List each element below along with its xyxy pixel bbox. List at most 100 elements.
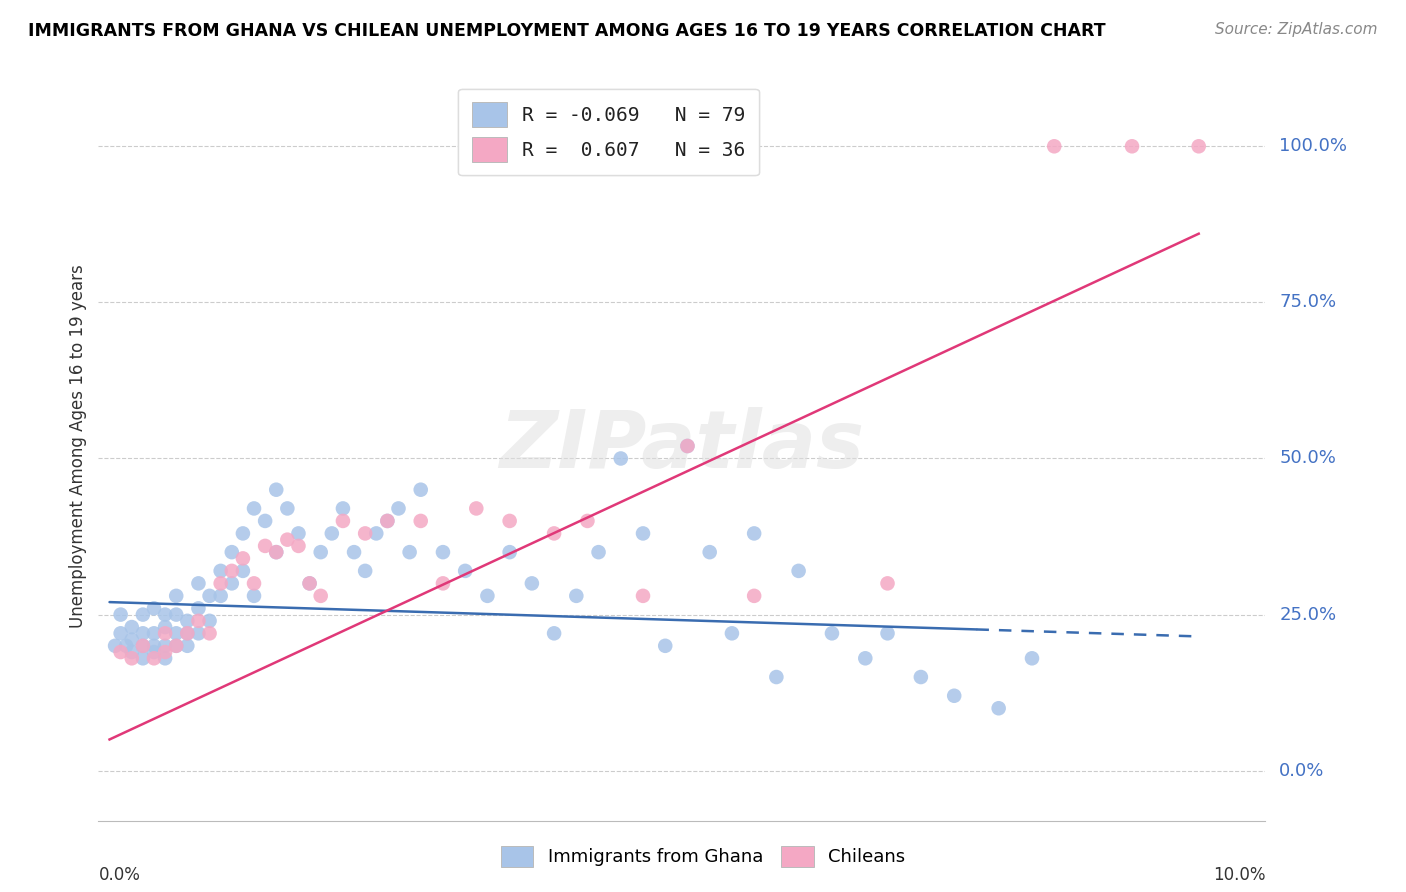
Point: [432, 576, 454, 591]
Point: [432, 545, 454, 559]
Text: IMMIGRANTS FROM GHANA VS CHILEAN UNEMPLOYMENT AMONG AGES 16 TO 19 YEARS CORRELAT: IMMIGRANTS FROM GHANA VS CHILEAN UNEMPLO…: [28, 22, 1105, 40]
Point: [787, 564, 810, 578]
Point: [176, 626, 198, 640]
Point: [654, 639, 676, 653]
Text: ZIPatlas: ZIPatlas: [499, 407, 865, 485]
Legend: R = -0.069   N = 79, R =  0.607   N = 36: R = -0.069 N = 79, R = 0.607 N = 36: [458, 88, 759, 176]
Legend: Immigrants from Ghana, Chileans: Immigrants from Ghana, Chileans: [494, 838, 912, 874]
Point: [104, 639, 127, 653]
Point: [165, 589, 187, 603]
Point: [143, 626, 166, 640]
Point: [176, 626, 198, 640]
Point: [498, 514, 520, 528]
Point: [198, 626, 221, 640]
Point: [115, 639, 138, 653]
Point: [321, 526, 343, 541]
Point: [742, 589, 765, 603]
Point: [143, 601, 166, 615]
Point: [198, 614, 221, 628]
Point: [332, 501, 354, 516]
Point: [498, 545, 520, 559]
Point: [332, 514, 354, 528]
Point: [165, 639, 187, 653]
Point: [187, 576, 209, 591]
Point: [465, 501, 488, 516]
Point: [143, 651, 166, 665]
Text: Source: ZipAtlas.com: Source: ZipAtlas.com: [1215, 22, 1378, 37]
Point: [588, 545, 610, 559]
Point: [132, 639, 155, 653]
Point: [1188, 139, 1211, 153]
Point: [377, 514, 399, 528]
Point: [153, 607, 176, 622]
Point: [132, 626, 155, 640]
Point: [254, 539, 277, 553]
Point: [232, 526, 254, 541]
Point: [765, 670, 787, 684]
Point: [232, 564, 254, 578]
Point: [153, 626, 176, 640]
Point: [221, 576, 243, 591]
Point: [477, 589, 499, 603]
Point: [165, 626, 187, 640]
Point: [121, 645, 143, 659]
Text: 25.0%: 25.0%: [1279, 606, 1337, 624]
Point: [387, 501, 409, 516]
Point: [987, 701, 1010, 715]
Point: [876, 576, 898, 591]
Point: [1121, 139, 1143, 153]
Point: [110, 645, 132, 659]
Point: [153, 645, 176, 659]
Point: [298, 576, 321, 591]
Point: [121, 632, 143, 647]
Point: [132, 651, 155, 665]
Point: [153, 639, 176, 653]
Point: [910, 670, 932, 684]
Point: [1043, 139, 1066, 153]
Point: [132, 607, 155, 622]
Y-axis label: Unemployment Among Ages 16 to 19 years: Unemployment Among Ages 16 to 19 years: [69, 264, 87, 628]
Point: [110, 607, 132, 622]
Point: [409, 483, 432, 497]
Point: [520, 576, 543, 591]
Point: [165, 639, 187, 653]
Point: [699, 545, 721, 559]
Point: [610, 451, 633, 466]
Point: [454, 564, 477, 578]
Point: [543, 526, 565, 541]
Text: 0.0%: 0.0%: [98, 865, 141, 884]
Point: [232, 551, 254, 566]
Point: [264, 545, 287, 559]
Point: [565, 589, 588, 603]
Point: [209, 564, 232, 578]
Point: [298, 576, 321, 591]
Point: [309, 589, 332, 603]
Point: [309, 545, 332, 559]
Text: 10.0%: 10.0%: [1213, 865, 1265, 884]
Point: [243, 501, 266, 516]
Point: [221, 545, 243, 559]
Point: [409, 514, 432, 528]
Point: [221, 564, 243, 578]
Point: [366, 526, 388, 541]
Point: [132, 639, 155, 653]
Point: [287, 526, 309, 541]
Point: [176, 614, 198, 628]
Point: [631, 526, 654, 541]
Point: [153, 651, 176, 665]
Point: [742, 526, 765, 541]
Point: [287, 539, 309, 553]
Point: [264, 545, 287, 559]
Point: [576, 514, 599, 528]
Point: [354, 526, 377, 541]
Point: [243, 576, 266, 591]
Point: [243, 589, 266, 603]
Point: [276, 533, 298, 547]
Point: [143, 645, 166, 659]
Point: [543, 626, 565, 640]
Text: 75.0%: 75.0%: [1279, 293, 1337, 311]
Point: [209, 589, 232, 603]
Point: [676, 439, 699, 453]
Point: [398, 545, 420, 559]
Text: 0.0%: 0.0%: [1279, 762, 1324, 780]
